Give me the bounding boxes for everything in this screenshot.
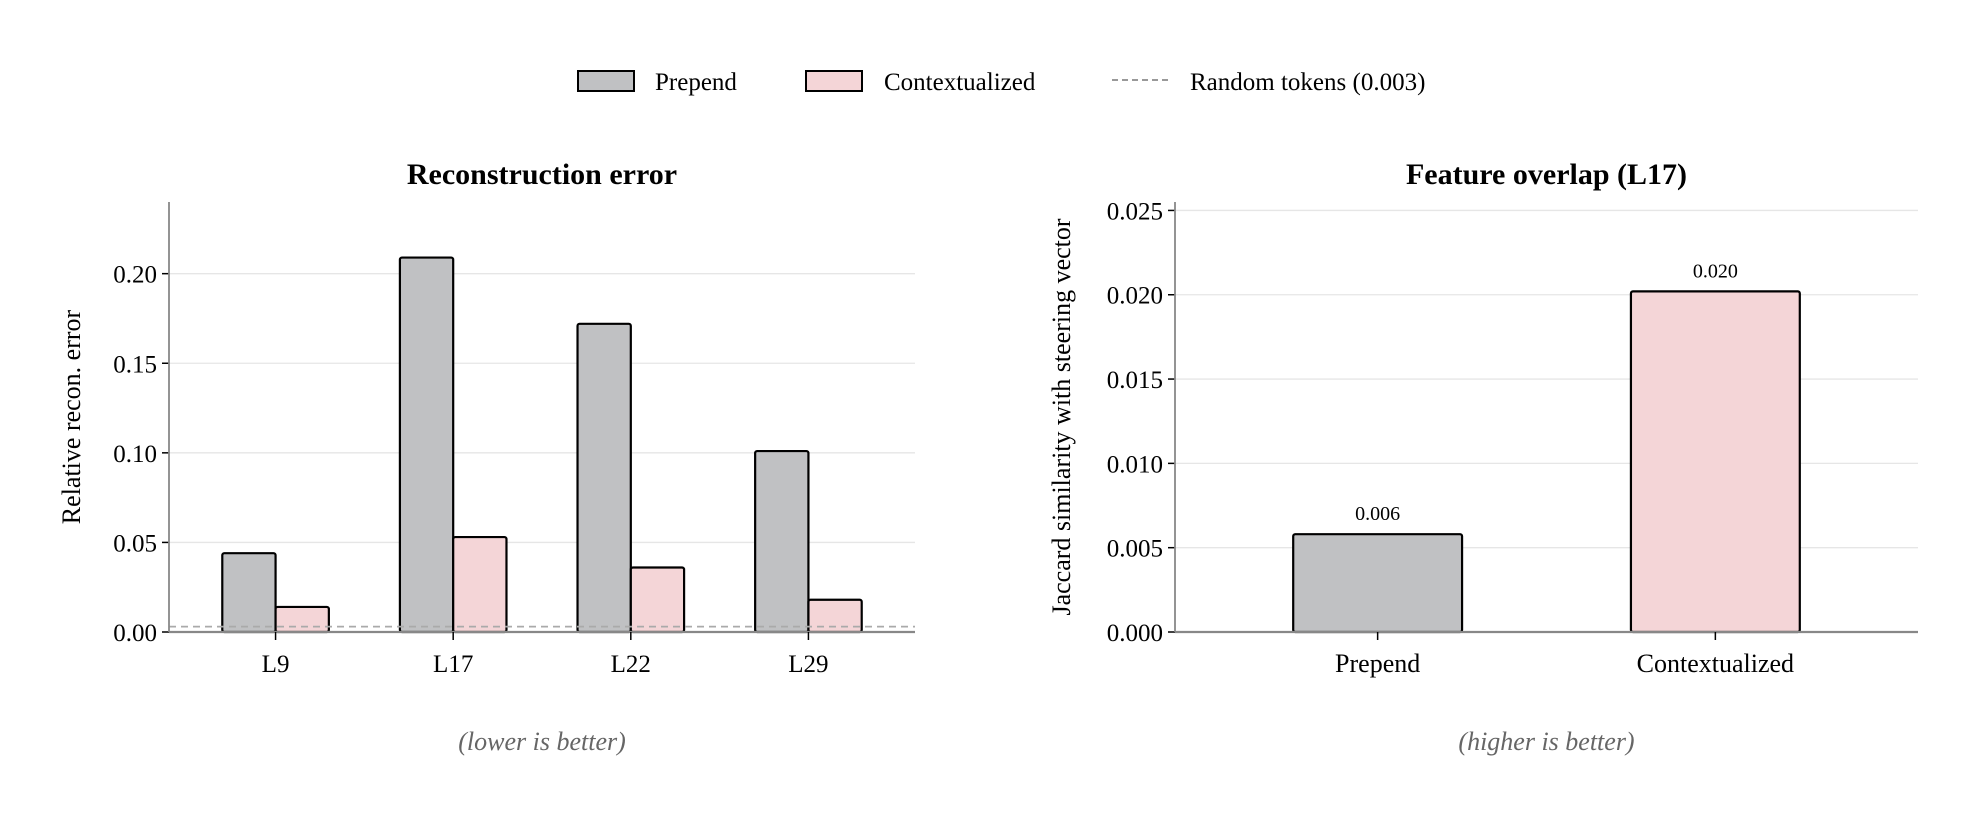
y-tick-label: 0.05 <box>113 530 157 557</box>
bar-prepend-l17 <box>398 256 455 634</box>
bar-prepend-l29 <box>754 449 810 634</box>
bar-contextualized-l22 <box>629 566 686 634</box>
legend: Prepend Contextualized Random tokens (0.… <box>577 69 1425 96</box>
x-tick-label: L29 <box>788 651 828 678</box>
y-tick-label: 0.015 <box>1107 367 1163 394</box>
y-tick-label: 0.005 <box>1107 536 1163 563</box>
y-tick-label: 0.025 <box>1107 198 1163 225</box>
data-label: 0.006 <box>1355 503 1400 525</box>
bar-prepend <box>1292 533 1464 634</box>
y-tick-label: 0.010 <box>1107 451 1163 478</box>
chart-title: Reconstruction error <box>407 158 677 191</box>
legend-swatch-contextualized <box>805 70 863 92</box>
y-tick-label: 0.00 <box>113 620 157 647</box>
legend-label-prepend: Prepend <box>655 69 737 96</box>
legend-label-contextualized: Contextualized <box>884 69 1036 96</box>
bar-prepend-l9 <box>221 552 277 634</box>
y-tick-label: 0.15 <box>113 351 157 378</box>
bar-contextualized-l9 <box>274 605 330 634</box>
x-tick-label: Prepend <box>1335 649 1420 678</box>
y-tick-label: 0.10 <box>113 441 157 468</box>
chart-title: Feature overlap (L17) <box>1406 158 1687 191</box>
legend-label-random: Random tokens (0.003) <box>1190 69 1425 96</box>
feature-overlap-chart: 0.000 0.005 0.010 0.015 0.020 0.025 0.006 0.020… <box>1047 158 1918 756</box>
x-tick-label: L22 <box>611 651 651 678</box>
chart-subtitle: (lower is better) <box>458 727 626 756</box>
bar-contextualized <box>1629 290 1801 634</box>
x-tick-label: L9 <box>262 651 290 678</box>
x-tick-label: L17 <box>433 651 473 678</box>
reconstruction-error-chart: 0.00 0.05 0.10 0.15 0.20 L9 L17 L22 L29 Reconstru… <box>57 158 915 756</box>
bar-contextualized-l17 <box>452 535 508 634</box>
y-tick-label: 0.000 <box>1107 620 1163 647</box>
y-tick-label: 0.020 <box>1107 283 1163 310</box>
y-axis-label: Relative recon. error <box>57 309 86 524</box>
bar-prepend-l22 <box>576 322 632 634</box>
y-axis-label: Jaccard similarity with steering vector <box>1047 218 1076 615</box>
x-tick-label: Contextualized <box>1637 649 1794 678</box>
data-label: 0.020 <box>1693 260 1738 282</box>
chart-subtitle: (higher is better) <box>1458 727 1634 756</box>
legend-swatch-prepend <box>577 70 635 92</box>
y-tick-label: 0.20 <box>113 262 157 289</box>
